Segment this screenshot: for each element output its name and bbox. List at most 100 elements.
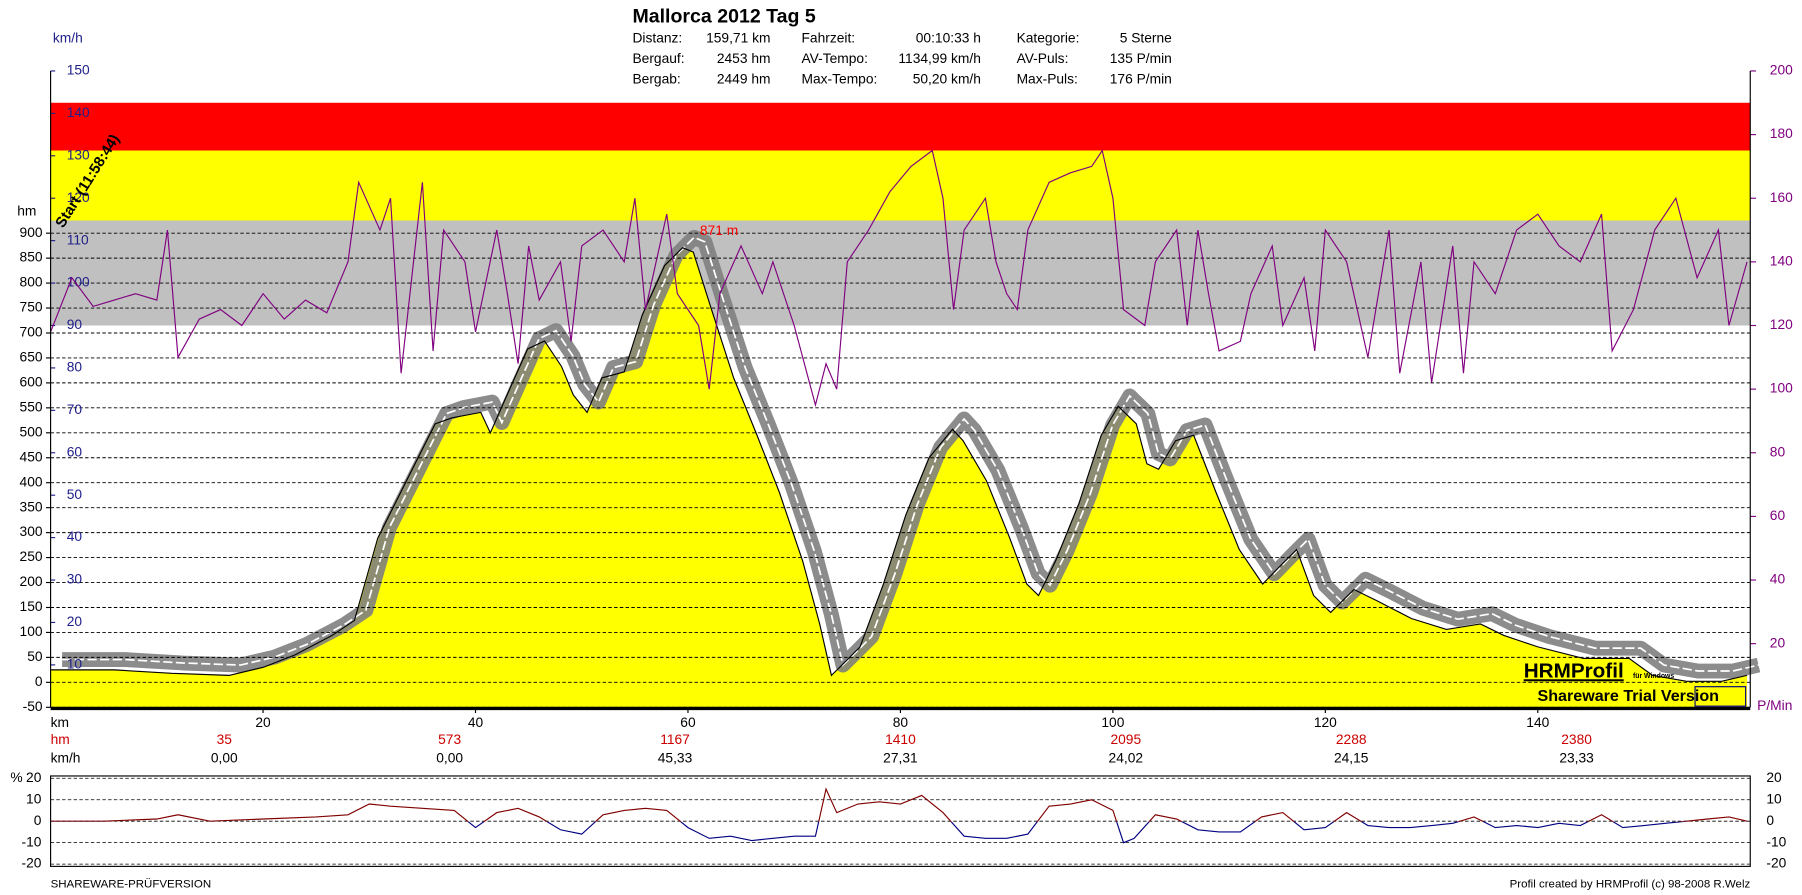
stat-text: AV-Tempo: <box>802 51 868 66</box>
y-tick-label: 0 <box>35 674 43 689</box>
y-tick-label: 900 <box>20 225 43 240</box>
grade-line-negative <box>50 821 1687 844</box>
hr-zone <box>50 220 1751 326</box>
y-tick-label: 400 <box>20 474 43 489</box>
speed-tick-label: 150 <box>67 63 90 78</box>
y-tick-label: 800 <box>20 275 43 290</box>
stat-text: 00:10:33 h <box>916 31 981 46</box>
y2-tick-label: 20 <box>1770 635 1786 650</box>
summary-kmh: 45,33 <box>658 750 693 765</box>
hr-zone <box>50 150 1751 221</box>
grade-tick-label: -20 <box>21 856 41 871</box>
y-tick-label: 250 <box>20 549 43 564</box>
y-tick-label: 150 <box>20 599 43 614</box>
hr-zone <box>50 102 1751 151</box>
summary-row-label: hm <box>51 732 70 747</box>
stat-text: 50,20 km/h <box>913 72 981 87</box>
grade-tick-label: 10 <box>26 791 42 806</box>
y2-tick-label: 60 <box>1770 508 1786 523</box>
stat-text: 135 P/min <box>1110 51 1172 66</box>
y-tick-label: 550 <box>20 400 43 415</box>
grade-tick-label: 20 <box>26 770 42 785</box>
summary-row-label: km/h <box>51 750 81 765</box>
speed-tick-label: 10 <box>67 657 83 672</box>
elevation-ribbon-center <box>62 236 1759 672</box>
summary-kmh: 27,31 <box>883 750 918 765</box>
summary-hm: 2095 <box>1110 732 1141 747</box>
watermark-trial: Shareware Trial Version <box>1538 687 1720 705</box>
x-tick-label: 120 <box>1314 715 1337 730</box>
y-tick-label: 450 <box>20 449 43 464</box>
speed-tick-label: 40 <box>67 529 83 544</box>
summary-hm: 1410 <box>885 732 916 747</box>
x-axis-label: km <box>51 715 69 730</box>
y2-tick-label: 160 <box>1770 190 1793 205</box>
y-tick-label: 750 <box>20 300 43 315</box>
speed-tick-label: 130 <box>67 147 90 162</box>
speed-tick-label: 70 <box>67 402 83 417</box>
x-tick-label: 40 <box>468 715 484 730</box>
summary-hm: 1167 <box>660 732 690 747</box>
y2-tick-label: 80 <box>1770 444 1786 459</box>
y-tick-label: 300 <box>20 524 43 539</box>
stat-text: Distanz: <box>632 31 682 46</box>
stat-text: 5 Sterne <box>1120 31 1172 46</box>
summary-hm: 35 <box>217 732 233 747</box>
summary-hm: 2288 <box>1336 732 1367 747</box>
stat-text: Kategorie: <box>1017 31 1080 46</box>
speed-axis-label: km/h <box>53 31 83 46</box>
y-tick-label: 650 <box>20 350 43 365</box>
x-tick-label: 140 <box>1526 715 1549 730</box>
summary-kmh: 24,15 <box>1334 750 1369 765</box>
grade-tick-label-right: 0 <box>1766 813 1774 828</box>
speed-tick-label: 50 <box>67 487 83 502</box>
summary-kmh: 23,33 <box>1559 750 1594 765</box>
grade-tick-label-right: -20 <box>1766 856 1786 871</box>
y-tick-label: 350 <box>20 499 43 514</box>
y-tick-label: 500 <box>20 424 43 439</box>
stat-text: AV-Puls: <box>1017 51 1069 66</box>
grade-tick-label-right: 20 <box>1766 770 1782 785</box>
x-tick-label: 20 <box>255 715 271 730</box>
y-tick-label: 600 <box>20 375 43 390</box>
elevation-line <box>50 246 1748 682</box>
watermark-box <box>1694 686 1747 707</box>
speed-tick-label: 110 <box>67 232 89 247</box>
stat-text: 1134,99 km/h <box>898 51 981 66</box>
stat-text: 2453 hm <box>717 51 771 66</box>
summary-hm: 2380 <box>1561 732 1592 747</box>
footer-left: SHAREWARE-PRÜFVERSION <box>51 879 212 891</box>
watermark-sub: für Windows <box>1633 673 1674 680</box>
y2-tick-label: 140 <box>1770 254 1793 269</box>
stat-text: Max-Tempo: <box>802 72 878 87</box>
stat-text: 176 P/min <box>1110 72 1172 87</box>
grade-axis-label: % <box>10 770 22 785</box>
grade-tick-label-right: -10 <box>1766 834 1786 849</box>
y2-tick-label: 180 <box>1770 126 1793 141</box>
x-tick-label: 60 <box>680 715 696 730</box>
stat-text: 159,71 km <box>706 31 770 46</box>
summary-kmh: 0,00 <box>211 750 238 765</box>
heart-rate-line <box>50 149 1748 408</box>
y-axis-label: hm <box>17 203 36 218</box>
title: Mallorca 2012 Tag 5 <box>632 5 815 27</box>
stat-text: Bergauf: <box>632 51 684 66</box>
speed-tick-label: 120 <box>67 190 90 205</box>
y-tick-label: 850 <box>20 250 43 265</box>
speed-tick-label: 20 <box>67 614 83 629</box>
grade-tick-label: -10 <box>21 834 41 849</box>
stat-text: Bergab: <box>632 72 680 87</box>
stat-text: Fahrzeit: <box>802 31 856 46</box>
speed-tick-label: 80 <box>67 360 83 375</box>
grade-tick-label-right: 10 <box>1766 791 1782 806</box>
watermark-title: HRMProfil <box>1524 659 1624 682</box>
grade-tick-label: 0 <box>34 813 42 828</box>
y-tick-label: 200 <box>20 574 43 589</box>
summary-kmh: 24,02 <box>1109 750 1144 765</box>
elevation-area <box>50 247 1748 708</box>
y2-axis-label: P/Min <box>1757 698 1792 713</box>
stat-text: 2449 hm <box>717 72 771 87</box>
x-tick-label: 100 <box>1101 715 1124 730</box>
